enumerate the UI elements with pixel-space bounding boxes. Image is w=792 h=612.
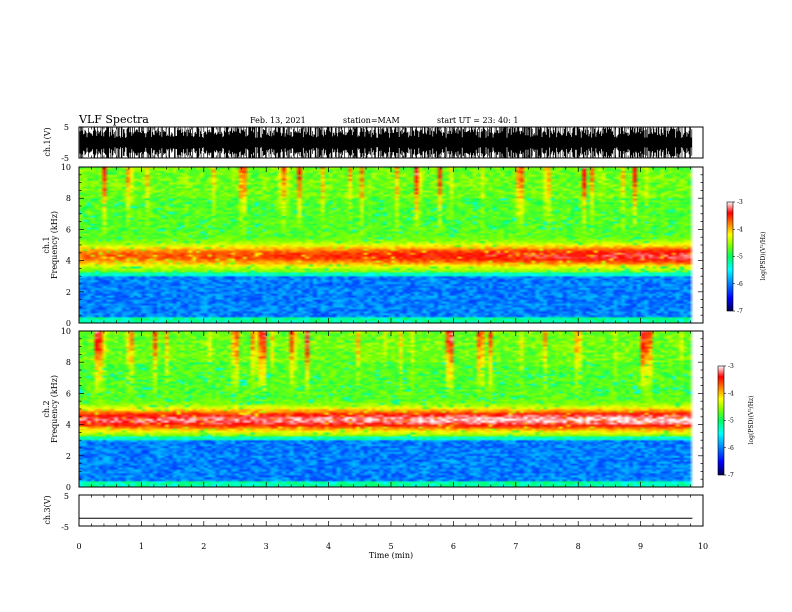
frequency-tick-label: 8 <box>66 194 71 203</box>
header-start-time: start UT = 23: 40: 1 <box>437 116 518 125</box>
frequency-tick-label: 2 <box>66 452 71 461</box>
ch2-frequency-label: Frequency (kHz) <box>50 375 59 443</box>
time-tick-label: 5 <box>388 542 393 551</box>
colorbar-tick-label: -7 <box>728 472 734 479</box>
colorbar-tick-label: -6 <box>737 281 743 288</box>
ch2-spectrogram-xticks <box>78 331 704 487</box>
time-tick-label: 1 <box>139 542 144 551</box>
ch1-frequency-label: Frequency (kHz) <box>50 211 59 279</box>
time-tick-label: 8 <box>576 542 581 551</box>
colorbar-tick-label: -6 <box>728 445 734 452</box>
ch2-colorbar-gradient <box>717 365 725 476</box>
ch1-spectrogram-image <box>79 167 703 323</box>
time-axis-tick-labels: 0 1 2 3 4 5 6 7 8 9 10 <box>76 542 708 551</box>
ch1-channel-label: ch.1 <box>42 236 51 253</box>
ch1-waveform-ylabel: ch.1(V) <box>43 127 52 156</box>
ch2-colorbar-label: log(PSD)(V²/Hz) <box>748 396 755 445</box>
time-tick-label: 7 <box>513 542 518 551</box>
frequency-tick-label: 8 <box>66 358 71 367</box>
ch1-waveform-panel: ch.1(V) 5 -5 <box>43 123 704 163</box>
colorbar-tick-label: -4 <box>737 226 743 233</box>
colorbar-tick-label: -3 <box>728 363 734 370</box>
time-tick-label: 4 <box>326 542 331 551</box>
ch1-ytick-bottom: -5 <box>61 154 69 163</box>
ch1-colorbar-label: log(PSD)(V²/Hz) <box>760 232 767 281</box>
ch2-colorbar-ticks: -7 -6 -5 -4 -3 <box>724 363 734 479</box>
frequency-tick-label: 6 <box>66 225 71 234</box>
ch2-spectrogram-yticks: 0 2 4 6 8 10 <box>61 327 703 492</box>
frequency-tick-label: 0 <box>66 319 71 328</box>
colorbar-tick-label: -7 <box>737 308 743 315</box>
colorbar-tick-label: -5 <box>728 418 734 425</box>
ch3-waveform-ylabel: ch.3(V) <box>43 495 52 524</box>
ch1-ytick-top: 5 <box>64 123 69 132</box>
ch1-spectrogram-yticks: 0 2 4 6 8 10 <box>61 163 703 328</box>
ch1-waveform-xticks <box>78 127 704 158</box>
ch1-spectrogram-xticks <box>78 167 704 323</box>
spectrogram-raster <box>79 331 703 487</box>
frequency-tick-label: 10 <box>61 163 71 172</box>
ch2-spectrogram-panel: ch.2 Frequency (kHz) 0 2 4 6 8 10 <box>42 327 704 492</box>
frequency-tick-label: 10 <box>61 327 71 336</box>
figure-title: VLF Spectra <box>78 113 149 126</box>
header-date: Feb. 13, 2021 <box>250 116 306 125</box>
colorbar-tick-label: -5 <box>737 254 743 261</box>
time-tick-label: 0 <box>76 542 81 551</box>
time-tick-label: 3 <box>264 542 269 551</box>
ch1-waveform-trace <box>79 127 693 158</box>
time-tick-label: 6 <box>451 542 456 551</box>
colorbar-tick-label: -3 <box>737 199 743 206</box>
ch3-ytick-bottom: -5 <box>61 523 69 532</box>
frequency-tick-label: 6 <box>66 389 71 398</box>
frequency-tick-label: 0 <box>66 483 71 492</box>
ch3-waveform-panel: ch.3(V) 5 -5 <box>43 492 704 532</box>
ch3-ytick-top: 5 <box>64 492 69 501</box>
ch1-colorbar-ticks: -7 -6 -5 -4 -3 <box>733 199 743 315</box>
header-station: station=MAM <box>343 116 400 125</box>
ch1-colorbar-gradient <box>726 201 734 312</box>
ch1-spectrogram-panel: ch.1 Frequency (kHz) 0 2 4 6 8 10 <box>42 163 704 328</box>
ch3-waveform-xticks <box>78 495 704 526</box>
time-axis-label: Time (min) <box>369 551 413 560</box>
ch2-colorbar: -7 -6 -5 -4 -3 log(PSD)(V²/Hz) <box>717 363 755 479</box>
frequency-tick-label: 4 <box>66 257 71 266</box>
time-tick-label: 2 <box>201 542 206 551</box>
colorbar-tick-label: -4 <box>728 390 734 397</box>
time-tick-label: 10 <box>698 542 708 551</box>
time-tick-label: 9 <box>638 542 643 551</box>
ch2-channel-label: ch.2 <box>42 400 51 417</box>
ch2-spectrogram-image <box>79 331 703 487</box>
frequency-tick-label: 4 <box>66 421 71 430</box>
ch1-colorbar: -7 -6 -5 -4 -3 log(PSD)(V²/Hz) <box>726 199 767 315</box>
frequency-tick-label: 2 <box>66 288 71 297</box>
ch1-waveform-path <box>79 127 693 158</box>
spectrogram-raster <box>79 167 703 323</box>
